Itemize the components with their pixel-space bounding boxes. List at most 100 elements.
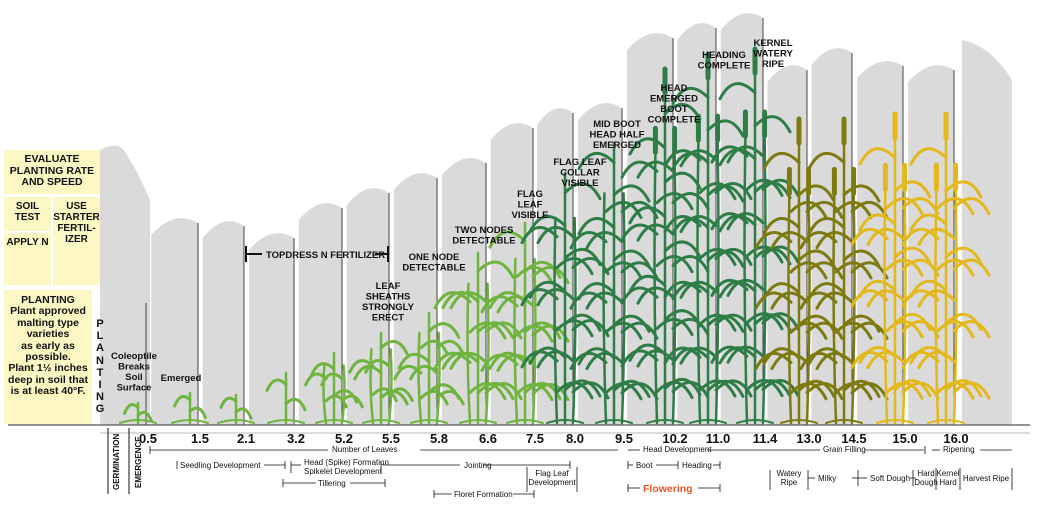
leaf [761,312,800,331]
label-line: MID BOOT [593,119,641,130]
plant-stage-3 [265,371,307,425]
watery-ripe-label: Watery Ripe [776,469,801,487]
planting-vertical-letter: A [96,342,104,355]
leaf [536,226,575,245]
leaf [612,249,651,268]
stem [952,188,958,425]
leaf [679,215,718,234]
leaf [620,223,659,242]
label-line: SHEATHS [366,292,411,303]
leaf [805,382,844,401]
stem [901,188,907,425]
leaf [536,288,575,307]
leaf [866,289,905,308]
leaf [122,403,140,416]
label-line: Coleoptile [111,351,157,362]
label-line: FLAG LEAF [553,157,606,168]
leaf [815,352,854,371]
leaf [805,321,844,340]
leaf [726,345,765,364]
leaf [842,249,881,268]
planting-vertical-letter: N [96,391,104,404]
leaf [397,352,431,370]
stem [620,192,626,425]
leaf [671,87,710,106]
stem [513,257,519,425]
leaf [585,231,624,250]
stem [934,188,940,425]
leaf [710,345,749,364]
base-leaves [362,419,400,424]
plant-stage-7 [433,251,523,425]
leaf [577,152,616,171]
leaf [714,379,753,398]
coleoptile-label: Coleoptile Breaks Soil Surface [111,351,157,394]
label-line: Emerged [161,373,202,384]
evaluate-line-3: AND SPEED [21,176,83,188]
leaf [754,291,793,310]
leaf [842,379,881,398]
leaf [770,231,809,250]
leaf [834,201,873,220]
topdress-arrow [245,246,389,262]
leaf [770,291,809,310]
use-starter-line-4: IZER [65,234,88,245]
planting-line-3: varieties [26,328,70,341]
leaf [936,197,975,216]
leaf [718,280,757,299]
grey-panel-5 [346,188,389,425]
base-leaves [736,419,774,424]
stem [805,192,811,425]
leaf [671,282,710,301]
soft-dough-label: Soft Dough [870,474,910,483]
planting-vertical-letter: L [96,330,104,343]
leaf [304,372,328,387]
grey-panel-3 [249,233,294,425]
leaf [320,372,344,387]
leaf [789,201,828,220]
plant-stage-10 [569,141,659,425]
label-line: Hard [939,478,956,487]
leaf [563,182,602,201]
leaf [762,152,801,171]
base-leaves [546,419,584,424]
leaf [520,288,559,307]
stem [714,138,720,425]
label-line: WATERY [753,49,793,60]
leaf [714,313,753,332]
apply-n-cell: APPLY N [4,233,51,285]
leaf [484,382,523,401]
seedling-development-label: Seedling Development [180,461,261,470]
leaf [520,226,559,245]
use-starter-cell: USE STARTER FERTIL- IZER [53,197,100,285]
base-leaves [927,419,965,424]
plant-stage-4 [304,351,364,425]
label-line: KERNEL [753,38,792,49]
stage-number: 5.2 [335,431,353,446]
grey-panel-2 [202,221,244,425]
label-line: Surface [117,383,152,394]
leaf [797,379,836,398]
leaf [441,291,480,310]
leaf [885,197,924,216]
leaf [435,389,465,406]
leaf [309,362,336,377]
leaf [909,213,948,232]
grey-panel-6 [393,173,437,425]
leaf [679,280,718,299]
leaf [655,381,694,400]
leaf [353,364,383,381]
plant-stage-0 [119,401,157,425]
leaf [636,223,675,242]
leaf [797,249,836,268]
stem [553,216,559,425]
leaf [515,266,554,285]
stage-number: 7.5 [526,431,544,446]
leaf [663,149,702,168]
jointing-label: Jointing [464,461,492,470]
phase-bars [149,446,1013,498]
leaf [952,258,991,277]
leaf [944,180,983,199]
leaf [718,346,757,365]
base-leaves [780,419,818,424]
